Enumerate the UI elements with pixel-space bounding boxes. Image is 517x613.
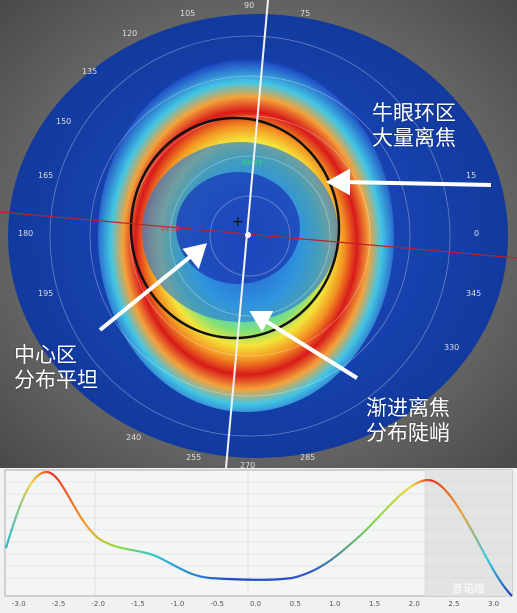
angle-label: 150: [56, 117, 71, 126]
angle-label: 195: [38, 289, 53, 298]
grid-rings: [49, 35, 451, 437]
center-core-zone: [176, 172, 300, 284]
x-tick-label: 1.0: [329, 600, 341, 608]
topography-map: + 90 75 105 120 135 150 165 180 195 15 0 345 330 240 2…: [0, 0, 517, 468]
angle-label: 240: [126, 433, 141, 442]
angle-label: 330: [444, 343, 459, 352]
pupil-reference-circle: [129, 116, 341, 340]
center-arrow-head: [182, 243, 207, 270]
center-arrow: [98, 250, 198, 332]
horizontal-axis-line: [0, 211, 517, 259]
angle-label: 285: [300, 453, 315, 462]
watermark: 普诺瞳: [452, 582, 485, 595]
periphery-arrow-head: [249, 311, 274, 333]
profile-svg: [4, 469, 513, 597]
x-tick-label: -2.5: [51, 600, 66, 608]
profile-curve: [4, 470, 513, 597]
profile-chart: -3.0 -2.5 -2.0 -1.5 -1.0 -0.5 0.0 0.5 1.0 1.5 2.0 2…: [0, 468, 517, 613]
periphery-annotation: 渐进离焦 分布陡峭: [366, 396, 450, 445]
angle-label: 0: [474, 229, 479, 238]
x-tick-label: -0.5: [210, 600, 224, 608]
x-tick-label: 0.5: [289, 600, 301, 608]
x-tick-label: 2.0: [408, 600, 420, 608]
topography-svg: + 90751051201351501651801951503453302402…: [0, 0, 517, 468]
angle-label: 165: [38, 171, 53, 180]
annotation-arrows: [98, 168, 492, 380]
angle-label: 180: [18, 229, 33, 238]
x-tick-label: -2.0: [91, 600, 105, 608]
ring-value-label: 43.33: [242, 159, 262, 167]
angle-label: 15: [466, 171, 476, 180]
angle-label: 270: [240, 461, 255, 468]
angle-label: 75: [300, 9, 310, 18]
ring-annotation: 牛眼环区 大量离焦: [372, 101, 456, 150]
ring-arrow-head: [325, 168, 350, 196]
center-annotation: 中心区 分布平坦: [14, 343, 98, 392]
ring-arrow: [341, 180, 492, 187]
x-tick-label: -3.0: [12, 600, 26, 608]
profile-grid: [5, 470, 512, 596]
x-tick-label: 3.0: [488, 600, 500, 608]
periphery-arrow: [262, 318, 359, 380]
center-marker: [245, 232, 251, 238]
angle-label: 120: [122, 29, 137, 38]
x-tick-label: 0.0: [250, 600, 262, 608]
center-value-label: 44.16: [160, 225, 181, 233]
angle-label: 135: [82, 67, 97, 76]
angle-label: 255: [186, 453, 201, 462]
angle-label: 105: [180, 9, 195, 18]
x-tick-label: -1.5: [131, 600, 145, 608]
x-tick-label: -1.0: [170, 600, 185, 608]
angle-label: 90: [244, 1, 254, 10]
crosshair-icon: +: [232, 214, 244, 230]
angle-label: 345: [466, 289, 481, 298]
x-tick-label: 2.5: [448, 600, 460, 608]
x-tick-label: 1.5: [369, 600, 381, 608]
angle-labels: 9075105120135150165180195150345330240255…: [18, 1, 481, 468]
